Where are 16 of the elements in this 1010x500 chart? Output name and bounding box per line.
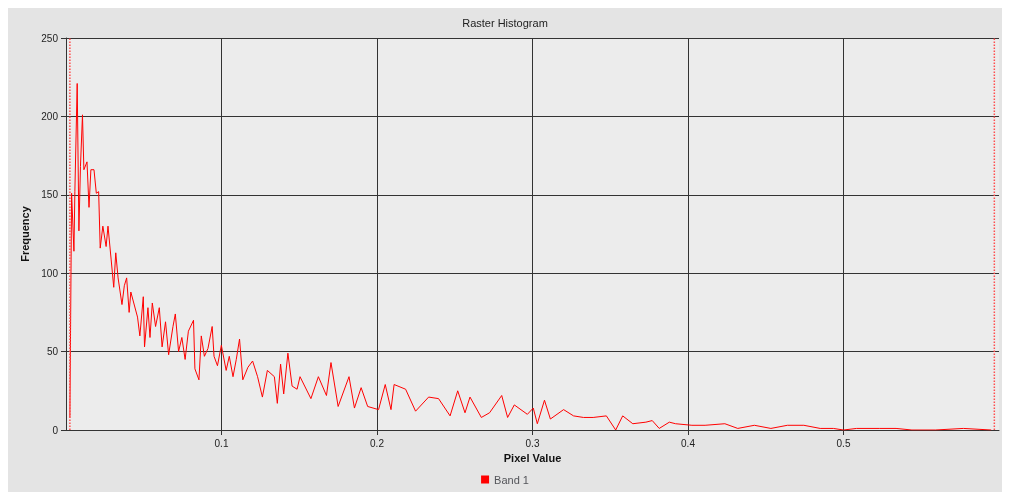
x-tick-label: 0.5 [836, 437, 851, 449]
y-axis-title: Frequency [18, 205, 31, 262]
legend-label: Band 1 [494, 473, 529, 486]
y-tick-label: 0 [52, 424, 59, 436]
x-tick-label: 0.4 [681, 437, 696, 449]
chart-title: Raster Histogram [462, 16, 548, 29]
x-axis-title: Pixel Value [503, 452, 562, 465]
x-tick-label: 0.2 [370, 437, 385, 449]
y-tick-label: 50 [46, 346, 59, 358]
x-tick-label: 0.3 [525, 437, 540, 449]
x-tick-label: 0.1 [214, 437, 229, 449]
y-tick-label: 150 [41, 189, 59, 201]
y-tick-label: 200 [41, 110, 59, 122]
y-tick-label: 250 [41, 32, 59, 44]
y-tick-label: 100 [41, 267, 59, 279]
line-series [69, 82, 992, 431]
